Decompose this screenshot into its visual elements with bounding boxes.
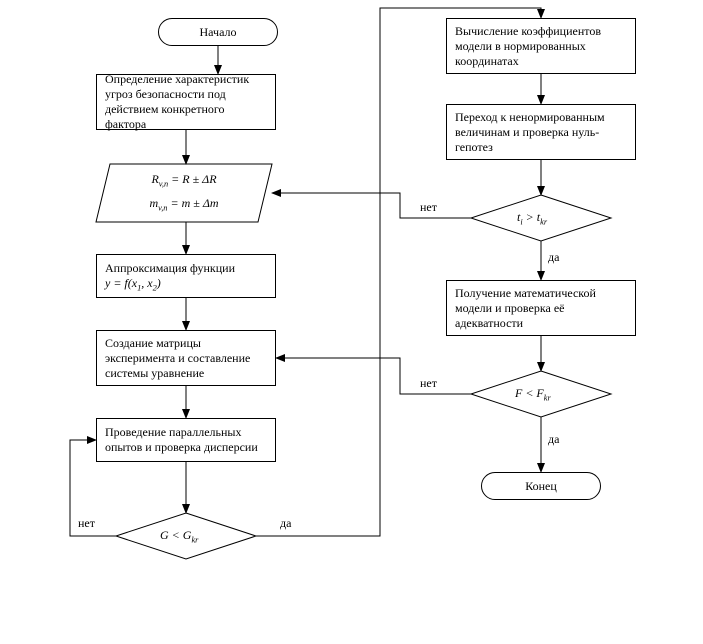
- node-n8-label: Получение математической модели и провер…: [455, 286, 627, 331]
- node-n6-label: Вычисление коэффициентов модели в нормир…: [455, 24, 627, 69]
- node-d3-label: F < Fkr: [515, 386, 551, 402]
- node-d1-label: G < Gkr: [160, 528, 198, 544]
- label-d1-no: нет: [78, 516, 95, 531]
- label-d2-no: нет: [420, 200, 437, 215]
- node-n6: Вычисление коэффициентов модели в нормир…: [446, 18, 636, 74]
- label-d3-no: нет: [420, 376, 437, 391]
- edge-d3-no: [276, 358, 471, 394]
- node-n7-label: Переход к ненормированным величинам и пр…: [455, 110, 627, 155]
- node-n1-label: Определение характеристик угроз безопасн…: [105, 72, 267, 132]
- label-d1-yes: да: [280, 516, 291, 531]
- node-n2: Rv,n = R ± ΔR mv,n = m ± Δm: [106, 168, 262, 218]
- node-n2-line2: mv,n = m ± Δm: [149, 196, 218, 214]
- node-n2-line1: Rv,n = R ± ΔR: [151, 172, 216, 190]
- node-start: Начало: [158, 18, 278, 46]
- node-n4-label: Создание матрицы эксперимента и составле…: [105, 336, 267, 381]
- node-end: Конец: [481, 472, 601, 500]
- node-n8: Получение математической модели и провер…: [446, 280, 636, 336]
- node-n4: Создание матрицы эксперимента и составле…: [96, 330, 276, 386]
- node-n1: Определение характеристик угроз безопасн…: [96, 74, 276, 130]
- edge-d1-yes: [256, 8, 541, 536]
- node-end-label: Конец: [525, 479, 557, 494]
- node-n5-label: Проведение параллельных опытов и проверк…: [105, 425, 267, 455]
- edge-d2-no: [272, 193, 471, 218]
- node-start-label: Начало: [200, 25, 237, 40]
- node-n7: Переход к ненормированным величинам и пр…: [446, 104, 636, 160]
- node-n3-label: Аппроксимация функции: [105, 261, 235, 276]
- label-d3-yes: да: [548, 432, 559, 447]
- node-n5: Проведение параллельных опытов и проверк…: [96, 418, 276, 462]
- node-n3-formula: y = f(x1, x2): [105, 276, 161, 294]
- node-d2-label: ti > tkr: [517, 210, 547, 226]
- node-n3: Аппроксимация функции y = f(x1, x2): [96, 254, 276, 298]
- label-d2-yes: да: [548, 250, 559, 265]
